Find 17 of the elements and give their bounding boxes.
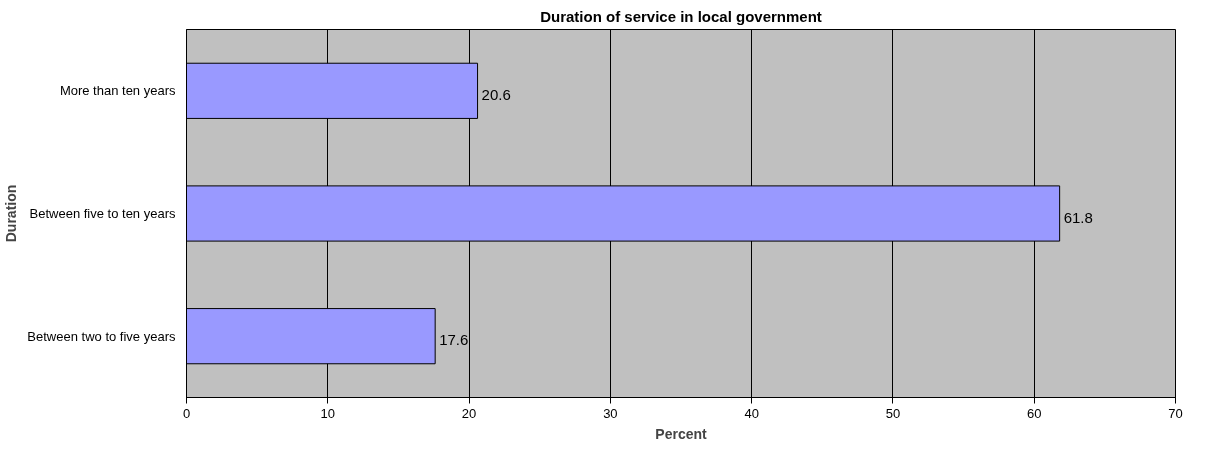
x-axis-title: Percent — [655, 425, 708, 442]
x-tick-label: 10 — [320, 405, 336, 421]
data-label: 17.6 — [439, 331, 469, 349]
y-tick-label: Between two to five years — [27, 328, 176, 344]
y-axis-title: Duration — [3, 184, 20, 243]
data-label: 20.6 — [481, 85, 511, 103]
x-tick-label: 30 — [603, 405, 618, 421]
y-tick-label: Between five to ten years — [29, 206, 176, 221]
x-tick-label: 40 — [744, 405, 759, 421]
x-tick-label: 70 — [1168, 405, 1183, 421]
x-tick-label: 60 — [1026, 405, 1042, 421]
x-tick-label: 20 — [461, 405, 477, 421]
chart-title: Duration of service in local government — [540, 7, 822, 25]
x-tick-label: 0 — [182, 405, 191, 421]
data-label: 61.8 — [1063, 208, 1093, 226]
x-tick-label: 50 — [885, 405, 901, 421]
y-tick-label: More than ten years — [59, 83, 176, 99]
